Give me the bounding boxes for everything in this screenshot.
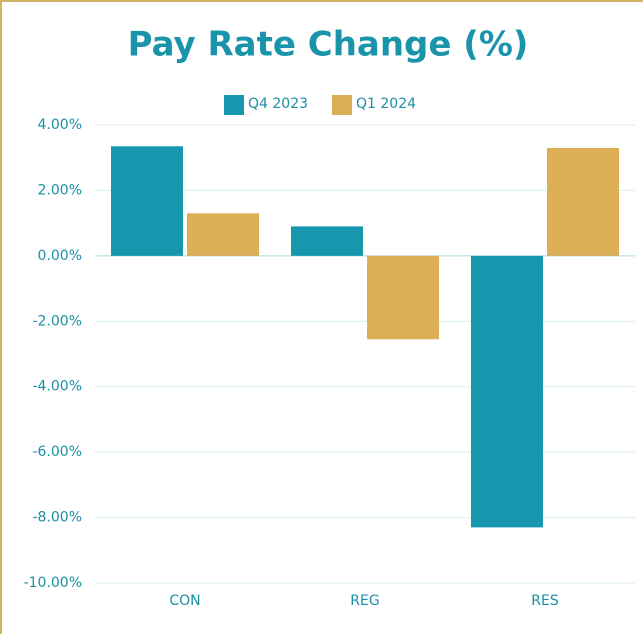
bar xyxy=(187,213,259,256)
chart-title: Pay Rate Change (%) xyxy=(128,25,529,65)
y-tick-label: 4.00% xyxy=(38,117,82,133)
legend-label: Q1 2024 xyxy=(356,96,416,112)
y-tick-label: -10.00% xyxy=(24,575,82,591)
y-tick-label: 2.00% xyxy=(38,182,82,198)
bar xyxy=(367,255,439,340)
legend-swatch xyxy=(224,95,244,115)
y-tick-label: 0.00% xyxy=(38,248,82,264)
y-tick-label: -2.00% xyxy=(32,313,82,329)
bar xyxy=(291,226,363,256)
bar xyxy=(111,146,183,256)
y-tick-label: -8.00% xyxy=(32,510,82,526)
bar xyxy=(471,255,543,528)
y-tick-label: -4.00% xyxy=(32,379,82,395)
x-tick-label: REG xyxy=(350,593,379,609)
legend-label: Q4 2023 xyxy=(248,96,308,112)
bar xyxy=(547,147,619,256)
x-tick-label: CON xyxy=(169,593,200,609)
x-tick-label: RES xyxy=(531,593,559,609)
y-tick-label: -6.00% xyxy=(32,444,82,460)
legend-swatch xyxy=(332,95,352,115)
